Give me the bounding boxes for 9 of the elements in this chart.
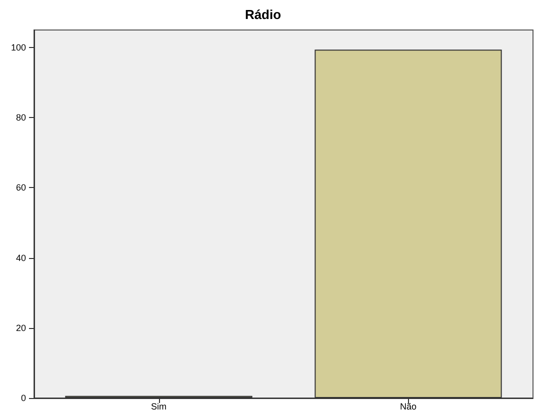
x-tick-label: Sim (151, 402, 166, 412)
y-tick-label: 100 (10, 42, 26, 53)
y-tick-label: 40 (16, 252, 26, 263)
x-tick-label: Não (400, 402, 417, 412)
y-tick-label: 0 (20, 393, 26, 403)
chart-title: Rádio (244, 7, 282, 22)
y-tick-label: 20 (16, 322, 26, 333)
y-tick-label: 80 (16, 112, 26, 123)
y-tick-label: 60 (16, 182, 26, 193)
